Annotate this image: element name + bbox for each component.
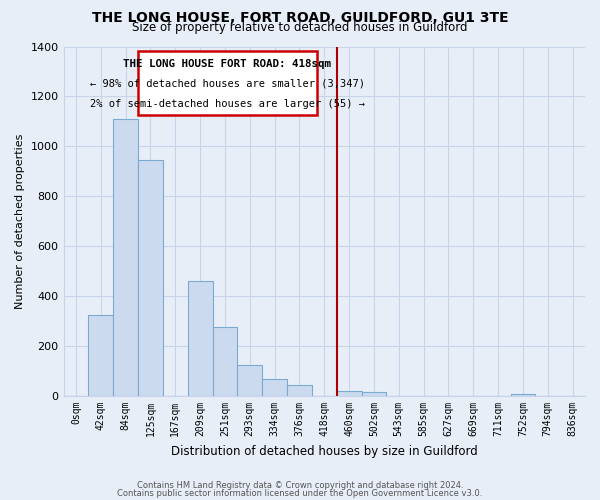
Bar [238,365,262,396]
Text: THE LONG HOUSE FORT ROAD: 418sqm: THE LONG HOUSE FORT ROAD: 418sqm [124,59,331,69]
Bar [212,328,238,396]
Bar [262,378,287,396]
Bar [287,385,312,396]
Bar [88,315,113,396]
Bar [337,391,362,396]
Bar [138,160,163,396]
Text: Contains public sector information licensed under the Open Government Licence v3: Contains public sector information licen… [118,488,482,498]
Bar [113,119,138,396]
Text: ← 98% of detached houses are smaller (3,347): ← 98% of detached houses are smaller (3,… [90,79,365,89]
Text: THE LONG HOUSE, FORT ROAD, GUILDFORD, GU1 3TE: THE LONG HOUSE, FORT ROAD, GUILDFORD, GU… [92,11,508,25]
FancyBboxPatch shape [138,52,317,115]
Text: Contains HM Land Registry data © Crown copyright and database right 2024.: Contains HM Land Registry data © Crown c… [137,481,463,490]
Y-axis label: Number of detached properties: Number of detached properties [15,134,25,309]
Text: 2% of semi-detached houses are larger (55) →: 2% of semi-detached houses are larger (5… [90,99,365,109]
Bar [362,392,386,396]
X-axis label: Distribution of detached houses by size in Guildford: Distribution of detached houses by size … [171,444,478,458]
Bar [511,394,535,396]
Bar [188,281,212,396]
Text: Size of property relative to detached houses in Guildford: Size of property relative to detached ho… [132,22,468,35]
